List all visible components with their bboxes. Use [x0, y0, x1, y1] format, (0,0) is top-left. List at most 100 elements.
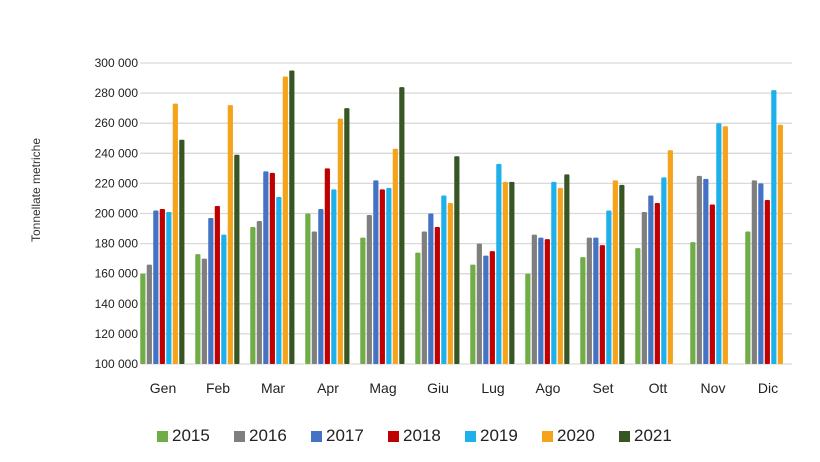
bar-Ott-2019	[661, 177, 667, 364]
legend-swatch	[388, 430, 399, 442]
bar-Apr-2017	[318, 208, 324, 364]
bar-Set-2020	[612, 180, 618, 364]
bar-Set-2015	[580, 257, 586, 364]
legend: 2015 2016 2017 2018 2019 2020 2021	[157, 426, 696, 446]
x-tick-label: Ago	[536, 380, 561, 396]
bar-Lug-2016	[476, 243, 482, 364]
x-tick-label: Mar	[261, 380, 285, 396]
legend-label: 2020	[557, 426, 595, 445]
bar-Dic-2019	[771, 90, 777, 364]
bar-Nov-2017	[703, 178, 709, 364]
legend-item-2015: 2015	[157, 426, 234, 446]
y-tick-label: 280 000	[95, 86, 139, 100]
y-tick-label: 180 000	[95, 237, 139, 251]
bar-Giu-2020	[447, 202, 453, 364]
bar-Gen-2021	[179, 139, 185, 364]
bar-Feb-2017	[208, 218, 214, 364]
legend-swatch	[311, 430, 322, 442]
y-tick-label: 120 000	[95, 327, 139, 341]
bar-Mar-2017	[263, 171, 269, 364]
bar-Nov-2015	[690, 242, 696, 364]
x-tick-label: Gen	[150, 380, 176, 396]
x-tick-label: Nov	[701, 380, 726, 396]
bar-Lug-2021	[509, 181, 515, 364]
bar-Giu-2017	[428, 213, 434, 364]
legend-label: 2019	[480, 426, 518, 445]
legend-item-2017: 2017	[311, 426, 388, 446]
gridlines	[140, 62, 792, 365]
legend-swatch	[619, 430, 630, 442]
bar-Lug-2017	[483, 255, 489, 364]
bar-Mag-2019	[386, 187, 392, 364]
bars	[140, 70, 783, 365]
legend-item-2020: 2020	[542, 426, 619, 446]
bar-Giu-2018	[434, 227, 440, 364]
bar-Dic-2020	[777, 124, 783, 364]
bar-Mar-2019	[276, 196, 282, 364]
legend-label: 2015	[172, 426, 210, 445]
bar-Ott-2020	[667, 150, 673, 364]
bar-Apr-2016	[311, 231, 317, 364]
bar-Gen-2018	[159, 208, 165, 364]
bar-Feb-2018	[214, 205, 220, 364]
bar-Gen-2015	[140, 273, 146, 364]
x-tick-label: Mag	[369, 380, 396, 396]
bar-Ott-2016	[641, 211, 647, 364]
bar-Dic-2016	[751, 180, 757, 364]
bar-Nov-2018	[709, 204, 715, 364]
legend-label: 2016	[249, 426, 287, 445]
legend-swatch	[157, 430, 168, 442]
bar-Apr-2021	[344, 108, 350, 365]
bar-Lug-2019	[496, 163, 502, 364]
y-axis-label: Tonnellate metriche	[29, 138, 43, 242]
legend-label: 2018	[403, 426, 441, 445]
x-tick-label: Dic	[758, 380, 778, 396]
bar-Mag-2016	[366, 215, 372, 364]
bar-Set-2016	[586, 237, 592, 364]
bar-Mag-2021	[399, 87, 405, 364]
bar-Ago-2021	[564, 174, 570, 364]
bar-Ago-2020	[557, 187, 563, 364]
bar-Giu-2016	[421, 231, 427, 364]
legend-swatch	[465, 430, 476, 442]
legend-label: 2021	[634, 426, 672, 445]
x-tick-label: Apr	[317, 380, 339, 396]
bar-Lug-2015	[470, 264, 476, 364]
bar-Nov-2019	[716, 123, 722, 364]
y-tick-label: 300 000	[95, 56, 139, 70]
bar-Mag-2018	[379, 189, 385, 364]
bar-Apr-2015	[305, 213, 311, 364]
y-tick-label: 220 000	[95, 176, 139, 190]
bar-Dic-2018	[764, 199, 770, 364]
legend-label: 2017	[326, 426, 364, 445]
bar-Gen-2016	[146, 264, 152, 364]
bar-Gen-2017	[153, 210, 159, 364]
bar-Ott-2015	[635, 248, 641, 364]
bar-Gen-2020	[172, 103, 178, 364]
bar-Mar-2015	[250, 227, 256, 364]
bar-Feb-2020	[227, 105, 233, 364]
bar-Mag-2020	[392, 148, 398, 364]
y-tick-label: 140 000	[95, 297, 139, 311]
x-tick-label: Giu	[427, 380, 449, 396]
bar-Feb-2015	[195, 254, 201, 364]
bar-Apr-2020	[337, 118, 343, 364]
legend-item-2021: 2021	[619, 426, 696, 446]
bar-Dic-2015	[745, 231, 751, 364]
bar-Ago-2019	[551, 181, 557, 364]
y-tick-label: 240 000	[95, 146, 139, 160]
bar-Mar-2018	[269, 172, 275, 364]
bar-Feb-2016	[201, 258, 207, 364]
bar-Giu-2015	[415, 252, 421, 364]
bar-Mar-2021	[289, 70, 295, 365]
bar-Set-2019	[606, 210, 612, 364]
bar-Ott-2018	[654, 202, 660, 364]
x-tick-label: Ott	[649, 380, 668, 396]
bar-Giu-2019	[441, 195, 447, 364]
bar-Ago-2018	[544, 239, 550, 364]
bar-Giu-2021	[454, 156, 460, 364]
bar-Ago-2017	[538, 237, 544, 364]
bar-Ago-2015	[525, 273, 531, 364]
bar-Set-2017	[593, 237, 599, 364]
